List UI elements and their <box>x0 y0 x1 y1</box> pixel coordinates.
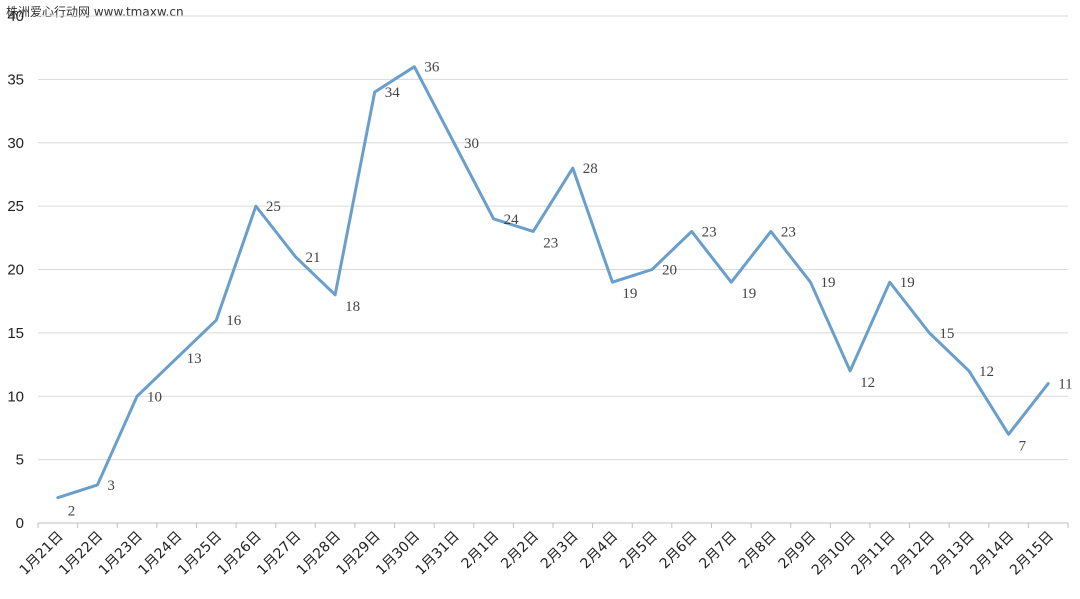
data-label: 30 <box>464 136 479 152</box>
series-line <box>56 65 1050 500</box>
data-label: 15 <box>939 326 954 342</box>
y-tick-label: 35 <box>7 71 24 88</box>
y-tick-label: 10 <box>7 388 24 405</box>
x-tick-label: 2月2日 <box>498 529 542 573</box>
data-labels: 2310131625211834363024232819202319231912… <box>68 60 1073 520</box>
data-label: 18 <box>345 299 360 315</box>
x-tick-label: 1月31日 <box>413 529 463 579</box>
data-label: 19 <box>821 275 836 291</box>
y-tick-label: 20 <box>7 262 24 279</box>
data-label: 25 <box>266 199 281 215</box>
data-label: 28 <box>583 161 598 177</box>
data-label: 23 <box>781 224 796 240</box>
y-tick-label: 25 <box>7 198 24 215</box>
x-axis: 1月21日1月22日1月23日1月24日1月25日1月26日1月27日1月28日… <box>17 522 1069 579</box>
data-label: 23 <box>543 235 558 251</box>
data-label: 13 <box>187 351 202 367</box>
data-label: 34 <box>385 85 401 101</box>
data-label: 21 <box>306 250 321 266</box>
data-label: 23 <box>702 224 717 240</box>
y-tick-label: 0 <box>16 515 24 532</box>
x-tick-label: 2月7日 <box>696 529 740 573</box>
series-line-group <box>56 65 1050 500</box>
x-tick-label: 2月15日 <box>1007 529 1057 579</box>
data-label: 11 <box>1058 377 1072 393</box>
y-tick-label: 30 <box>7 135 24 152</box>
x-tick-label: 2月8日 <box>736 529 780 573</box>
x-tick-label: 2月6日 <box>657 529 701 573</box>
grid-lines <box>38 15 1068 461</box>
data-label: 19 <box>741 286 756 302</box>
data-label: 12 <box>860 375 875 391</box>
y-tick-label: 40 <box>7 8 24 25</box>
data-label: 19 <box>622 286 637 302</box>
data-label: 3 <box>107 478 115 494</box>
x-tick-label: 2月3日 <box>538 529 582 573</box>
data-label: 2 <box>68 504 76 520</box>
x-tick-label: 2月4日 <box>578 529 622 573</box>
data-label: 12 <box>979 364 994 380</box>
y-tick-label: 5 <box>16 452 24 469</box>
data-label: 7 <box>1019 438 1027 454</box>
data-label: 16 <box>226 313 242 329</box>
y-tick-label: 15 <box>7 325 24 342</box>
data-label: 10 <box>147 389 162 405</box>
x-tick-label: 2月1日 <box>459 529 503 573</box>
data-label: 36 <box>424 60 440 76</box>
x-tick-label: 2月5日 <box>617 529 661 573</box>
data-label: 20 <box>662 263 677 279</box>
y-axis: 0 5 10 15 20 25 30 35 40 <box>7 8 24 532</box>
data-label: 24 <box>504 212 519 228</box>
data-label: 19 <box>900 275 915 291</box>
